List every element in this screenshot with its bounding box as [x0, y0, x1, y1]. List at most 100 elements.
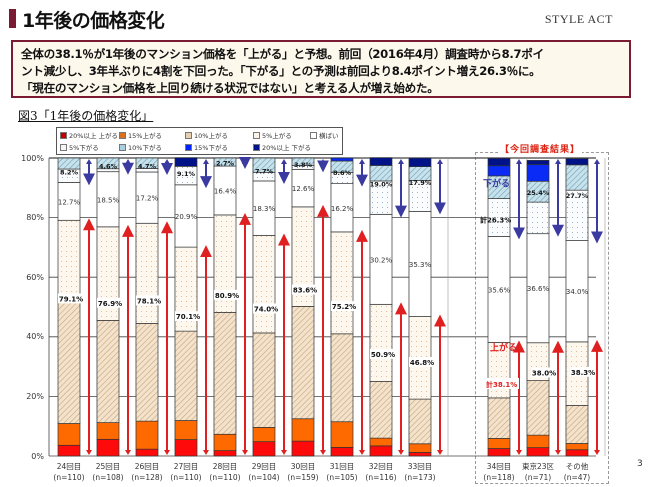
up-label-bg	[292, 284, 318, 295]
page-title: 1年後の価格変化	[22, 10, 165, 32]
bar-segment-down20	[408, 157, 432, 167]
category-name: 33回目	[407, 462, 433, 471]
bar-stack	[369, 157, 393, 457]
bar-segment-down15	[526, 164, 550, 182]
flat-value-label: 12.6%	[292, 185, 315, 193]
up-total-bg	[485, 377, 519, 389]
bar-stack	[565, 158, 589, 457]
down-arrow-base	[516, 159, 522, 164]
bar-segment-up15	[174, 420, 198, 440]
flat-value-label: 17.2%	[136, 195, 159, 203]
bar-segment-up20	[487, 448, 511, 457]
up-arrow-base	[164, 450, 170, 455]
bar-stack	[57, 157, 81, 457]
up-arrow-base	[594, 450, 600, 455]
legend-label: 10%上がる	[194, 132, 228, 140]
sample-size: (n=173)	[404, 473, 436, 482]
flat-value-label: 12.7%	[58, 198, 81, 206]
category-name: 26回目	[134, 462, 160, 471]
up-label-bg	[253, 303, 279, 314]
legend-swatch	[119, 131, 126, 139]
up-total-label: 76.9%	[98, 300, 122, 308]
x-axis-label: 34回目 (n=118)	[475, 461, 523, 483]
category-name: 32回目	[368, 462, 394, 471]
legend-label: 15%上がる	[128, 132, 162, 140]
bar-segment-up10	[135, 323, 159, 422]
bar-segment-up15	[252, 427, 276, 443]
down-total-label: 17.9%	[409, 179, 432, 187]
down-total-label: 8.2%	[60, 168, 79, 176]
up-arrow-base	[203, 450, 209, 455]
up-label-bg	[570, 366, 596, 377]
bar-segment-down10	[565, 164, 589, 191]
up-arrow-base	[359, 450, 365, 455]
bar-segment-up20	[526, 447, 550, 457]
down-arrow-base	[281, 159, 287, 164]
up-label-bg	[409, 356, 435, 367]
legend-label: 15%下がる	[194, 144, 228, 152]
down-arrow-base	[594, 159, 600, 164]
bar-segment-down10	[291, 157, 315, 166]
sample-size: (n=128)	[131, 473, 163, 482]
legend-label: 20%以上 上がる	[69, 132, 119, 140]
legend-label: 5%上がる	[262, 132, 292, 140]
down-arrow-base	[242, 159, 248, 164]
up-label-bg	[370, 348, 396, 359]
category-name: 30回目	[290, 462, 316, 471]
legend-swatch	[60, 143, 67, 151]
sample-size: (n=71)	[524, 473, 552, 482]
bar-segment-up15	[408, 443, 432, 453]
bar-segment-up5	[252, 235, 276, 334]
x-axis-label: 26回目 (n=128)	[123, 461, 171, 483]
legend-swatch	[253, 143, 260, 151]
up-total-label: 46.8%	[410, 359, 434, 367]
brand-logo-text: STYLE ACT	[544, 12, 613, 26]
up-total-label: 74.0%	[254, 305, 278, 313]
up-total-label: 75.2%	[332, 303, 356, 311]
legend-item-up20: 20%以上 上がる	[60, 130, 118, 140]
bar-segment-up10	[330, 333, 354, 423]
up-label-bg	[214, 289, 240, 300]
bar-stack	[174, 157, 198, 457]
down-arrow-base	[398, 159, 404, 164]
title-accent-bar	[9, 9, 16, 28]
down-total-label-current: 計26.3%	[480, 216, 511, 225]
up-arrow-base	[242, 450, 248, 455]
x-axis-label: 31回目 (n=105)	[318, 461, 366, 483]
up-annotation-label: 上がる	[490, 342, 517, 354]
up-total-label: 50.9%	[371, 351, 395, 359]
x-axis-label: 32回目 (n=116)	[357, 461, 405, 483]
bar-segment-down10	[135, 157, 159, 169]
x-axis-label: その他 (n=47)	[553, 461, 601, 483]
bar-stack	[291, 157, 315, 457]
bar-segment-up20	[330, 447, 354, 457]
up-total-label: 79.1%	[59, 295, 83, 303]
up-total-label: 83.6%	[293, 287, 317, 295]
legend-label: 横ばい	[319, 132, 339, 140]
flat-value-label: 16.2%	[331, 205, 354, 213]
down-total-label: 2.7%	[216, 159, 235, 167]
bar-segment-up10	[487, 397, 511, 439]
legend-item-up5: 5%上がる	[253, 130, 292, 140]
legend-swatch	[119, 143, 126, 151]
up-arrow-base	[516, 450, 522, 455]
down-total-label: 7.7%	[255, 168, 274, 176]
bars	[57, 157, 606, 457]
up-label-bg	[97, 297, 123, 308]
flat-value-label: 16.4%	[214, 187, 237, 195]
up-total-label: 38.3%	[571, 369, 595, 377]
up-label-bg	[331, 301, 357, 312]
bar-segment-up15	[213, 433, 237, 451]
down-total-label: 8.6%	[333, 169, 352, 177]
category-name: 東京23区	[521, 462, 555, 471]
category-name: 34回目	[486, 462, 512, 471]
down-arrow-base	[86, 159, 92, 164]
x-axis-label: 25回目 (n=108)	[84, 461, 132, 483]
flat-value-label: 18.3%	[253, 205, 276, 213]
bar-segment-up15	[330, 421, 354, 448]
bar-segment-down5	[526, 201, 550, 235]
bar-segment-down20	[174, 157, 198, 167]
down-arrow-base	[203, 159, 209, 164]
bar-segment-up20	[408, 452, 432, 457]
bar-segment-down10	[57, 157, 81, 170]
